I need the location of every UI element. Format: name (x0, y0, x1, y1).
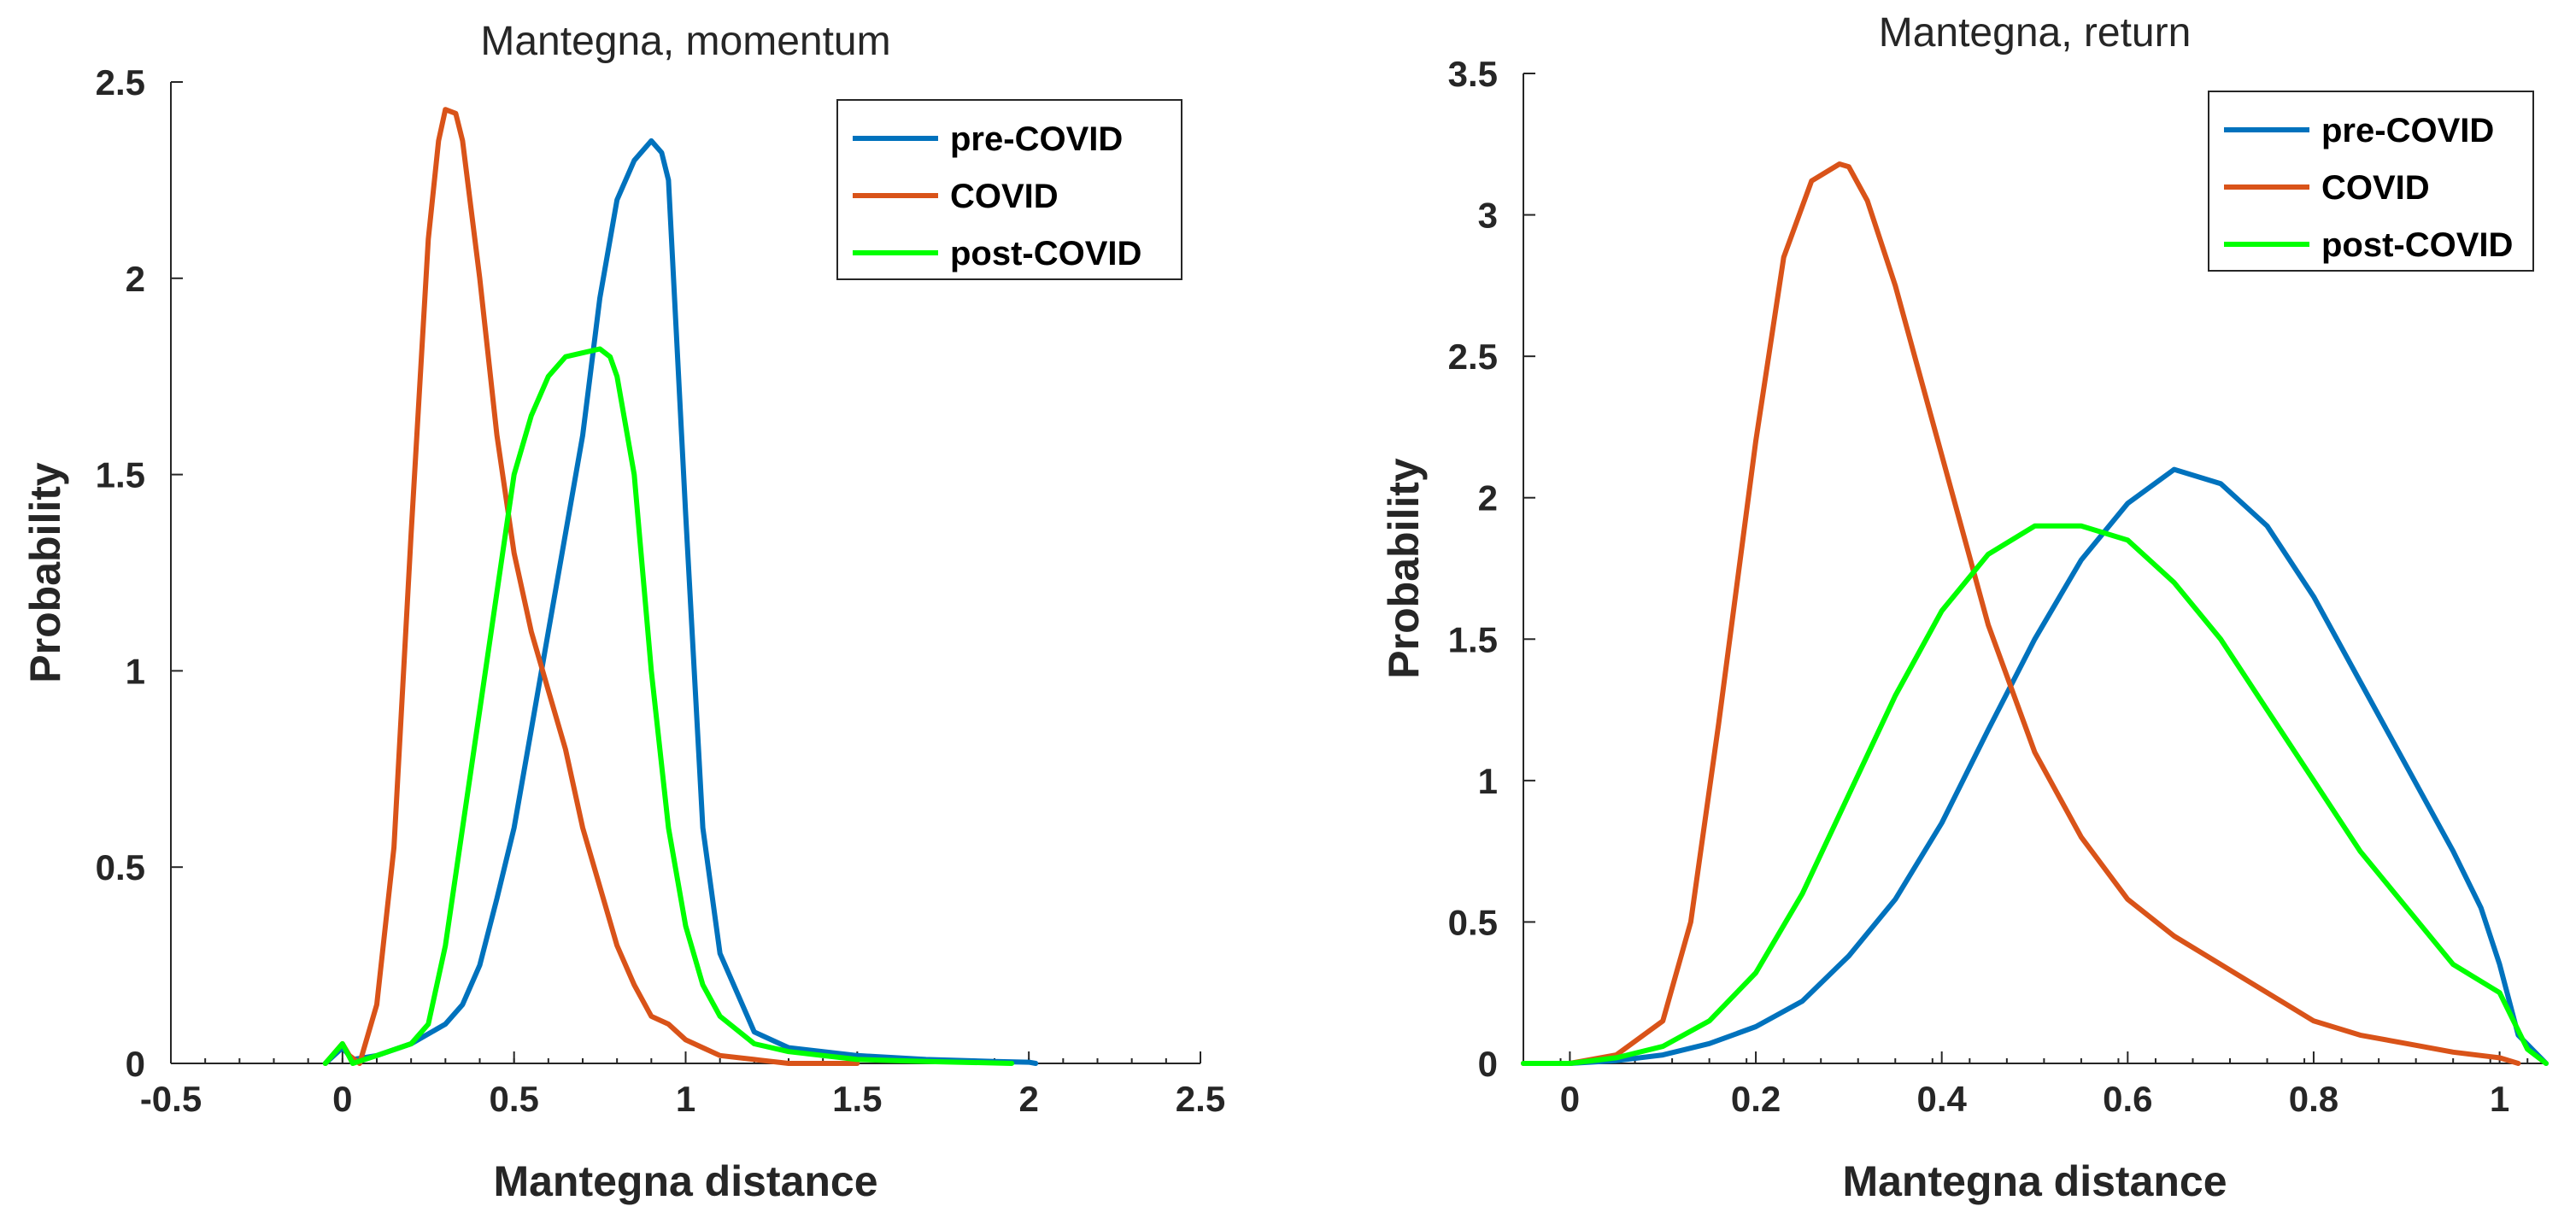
legend-label: post-COVID (950, 235, 1141, 272)
legend-label: COVID (950, 178, 1059, 215)
series-line-pre-covid (1521, 466, 2549, 1066)
y-tick-label: 2.5 (1448, 337, 1498, 377)
y-tick-label: 0.5 (1448, 902, 1498, 942)
legend-label: post-COVID (2321, 226, 2513, 264)
series-line-pre-covid (322, 138, 1039, 1066)
x-tick-label: 2.5 (1176, 1079, 1225, 1119)
x-tick-label: 1.5 (832, 1079, 882, 1119)
x-tick-label: 0.2 (1731, 1079, 1781, 1119)
y-tick-label: 0 (126, 1044, 145, 1084)
series-line-covid (1521, 161, 2521, 1066)
x-tick-label: -0.5 (140, 1079, 202, 1119)
legend-box (836, 99, 1182, 280)
legend: pre-COVID COVID post-COVID (836, 99, 1182, 280)
chart-momentum: Mantegna, momentum-0.5 0 0.5 1 1.5 2 2.500.511… (21, 19, 1225, 1205)
x-tick-label: 1 (2490, 1079, 2509, 1119)
x-tick-label: 0 (332, 1079, 352, 1119)
y-tick-label: 1 (126, 651, 145, 691)
x-tick-label: 0 (1560, 1079, 1580, 1119)
legend-label: pre-COVID (2321, 112, 2494, 149)
legend-label: COVID (2321, 169, 2430, 207)
x-axis-label: Mantegna distance (1842, 1157, 2227, 1205)
y-tick-label: 2.5 (96, 62, 145, 102)
x-tick-label: 1 (676, 1079, 695, 1119)
chart-title: Mantegna, momentum (480, 19, 890, 64)
series-line-covid (322, 107, 860, 1066)
x-tick-label: 0.4 (1916, 1079, 1967, 1119)
chart-return: Mantegna, return 0 0.2 0.4 0.6 0.8 1 0 0.5 1 1.5 2 2… (1380, 10, 2549, 1205)
x-tick-label: 0.8 (2289, 1079, 2338, 1119)
y-tick-label: 1.5 (1448, 619, 1498, 659)
y-tick-label: 0.5 (96, 847, 145, 887)
y-tick-label: 3 (1478, 196, 1498, 236)
y-tick-label: 2 (126, 259, 145, 299)
x-tick-label: 0.5 (489, 1079, 538, 1119)
y-tick-label: 3.5 (1448, 54, 1498, 94)
x-axis-label: Mantegna distance (493, 1157, 877, 1205)
series-line-post-covid (322, 346, 1015, 1066)
y-tick-label: 2 (1478, 478, 1498, 518)
y-tick-label: 1 (1478, 761, 1498, 801)
chart-title: Mantegna, return (1879, 10, 2192, 56)
y-tick-label: 1.5 (96, 455, 145, 495)
y-axis-label: Probability (21, 462, 69, 683)
x-tick-label: 2 (1018, 1079, 1038, 1119)
y-axis-label: Probability (1380, 458, 1428, 679)
legend: pre-COVID COVID post-COVID (2208, 91, 2534, 272)
series-line-post-covid (1521, 523, 2549, 1066)
x-tick-label: 0.6 (2103, 1079, 2152, 1119)
y-tick-label: 0 (1478, 1044, 1498, 1084)
legend-label: pre-COVID (950, 120, 1123, 158)
legend-box (2208, 91, 2534, 272)
